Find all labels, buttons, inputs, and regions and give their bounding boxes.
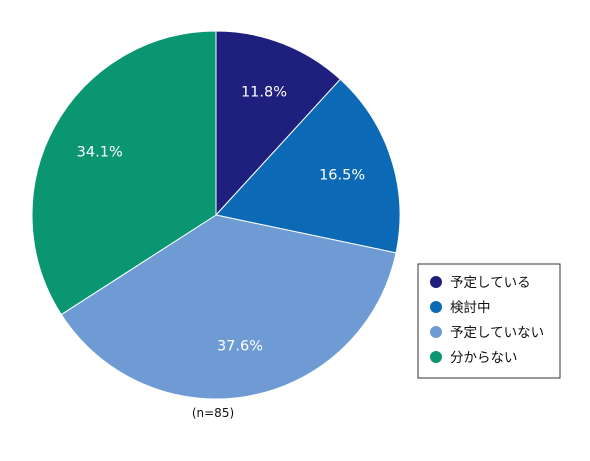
slice-value-label-1: 11.8% [241,85,287,101]
legend-marker-1 [430,276,442,288]
slice-value-labels: 11.8% 16.5% 37.6% 34.1% [77,85,365,355]
slice-value-label-4: 34.1% [77,145,123,161]
slice-value-label-2: 16.5% [319,167,365,183]
legend-marker-3 [430,326,442,338]
pie-slice-2 [215,78,401,254]
pie-slice-1 [215,30,341,217]
pie-slices [31,30,401,400]
slice-value-label-3: 37.6% [217,338,263,354]
legend-label-2: 検討中 [450,300,491,316]
sample-size-note: (n=85) [192,406,234,420]
legend-marker-4 [430,351,442,363]
legend-marker-2 [430,301,442,313]
legend-label-4: 分からない [450,350,518,366]
legend-label-3: 予定していない [450,325,544,341]
legend-label-1: 予定している [450,275,531,291]
pie-slice-4 [31,30,217,316]
